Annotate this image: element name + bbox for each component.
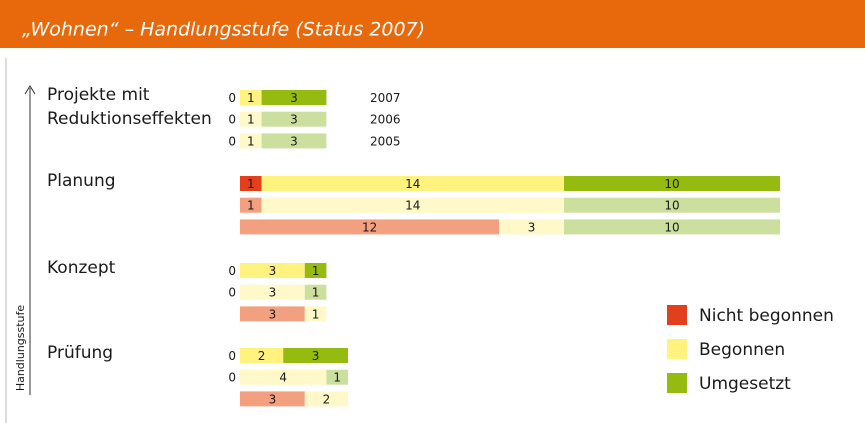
year-label: 2005 xyxy=(370,134,401,148)
value-label: 10 xyxy=(664,220,679,234)
group-label: Planung xyxy=(47,171,116,191)
value-label: 0 xyxy=(228,349,236,363)
y-axis-label: Handlungsstufe xyxy=(14,305,27,392)
value-label: 3 xyxy=(312,349,320,363)
value-label: 1 xyxy=(247,199,255,213)
bar-segment xyxy=(240,391,305,407)
group-label: Reduktionseffekten xyxy=(47,109,212,129)
bar-segment xyxy=(240,263,305,278)
value-label: 3 xyxy=(290,113,298,127)
bar-segment xyxy=(240,90,262,105)
value-label: 3 xyxy=(269,392,277,406)
value-label: 3 xyxy=(290,91,298,105)
chart-title: „Wohnen“ – Handlungsstufe (Status 2007) xyxy=(22,19,425,41)
bar-segment xyxy=(304,391,348,407)
value-label: 12 xyxy=(362,220,377,234)
bar-segment xyxy=(261,197,564,213)
legend-label: Begonnen xyxy=(699,340,785,360)
value-label: 0 xyxy=(228,371,236,385)
value-label: 0 xyxy=(228,113,236,127)
bar-segment xyxy=(240,197,262,213)
value-label: 3 xyxy=(528,220,536,234)
bar-segment xyxy=(499,219,564,235)
bar-segment xyxy=(240,284,305,300)
legend-swatch xyxy=(667,339,687,359)
value-label: 1 xyxy=(312,307,320,321)
bar-segment xyxy=(564,176,780,191)
bar-segment xyxy=(240,306,305,322)
value-label: 14 xyxy=(405,177,420,191)
bar-segment xyxy=(304,306,327,322)
bar-segment xyxy=(240,133,262,149)
value-label: 3 xyxy=(269,264,277,278)
value-label: 10 xyxy=(664,199,679,213)
group-label: Prüfung xyxy=(47,343,113,363)
value-label: 1 xyxy=(312,264,320,278)
legend-swatch xyxy=(667,373,687,393)
bar-segment xyxy=(304,284,327,300)
bar-segment xyxy=(564,219,780,235)
legend-label: Nicht begonnen xyxy=(699,306,834,326)
bar-segment xyxy=(240,219,500,235)
group-label: Projekte mit xyxy=(47,85,150,105)
bar-segment xyxy=(326,369,348,385)
value-label: 14 xyxy=(405,199,420,213)
value-label: 1 xyxy=(247,134,255,148)
bar-segment xyxy=(240,111,262,127)
legend-swatch xyxy=(667,305,687,325)
value-label: 1 xyxy=(247,113,255,127)
value-label: 2 xyxy=(323,392,331,406)
value-label: 4 xyxy=(279,371,287,385)
value-label: 1 xyxy=(333,371,341,385)
value-label: 1 xyxy=(312,286,320,300)
year-label: 2007 xyxy=(370,91,401,105)
bar-segment xyxy=(261,176,564,191)
value-label: 0 xyxy=(228,91,236,105)
value-label: 1 xyxy=(247,91,255,105)
bar-segment xyxy=(261,133,327,149)
value-label: 0 xyxy=(228,134,236,148)
legend-label: Umgesetzt xyxy=(699,374,791,394)
value-label: 10 xyxy=(664,177,679,191)
bar-segment xyxy=(240,348,284,363)
bar-segment xyxy=(304,263,327,278)
arrow-head xyxy=(24,85,36,95)
value-label: 0 xyxy=(228,286,236,300)
value-label: 3 xyxy=(290,134,298,148)
year-label: 2006 xyxy=(370,113,401,127)
value-label: 3 xyxy=(269,307,277,321)
value-label: 2 xyxy=(258,349,266,363)
bar-segment xyxy=(240,176,262,191)
bar-segment xyxy=(283,348,348,363)
title-bar xyxy=(0,0,865,48)
bar-segment xyxy=(564,197,780,213)
value-label: 1 xyxy=(247,177,255,191)
bar-segment xyxy=(261,111,327,127)
bar-segment xyxy=(261,90,327,105)
value-label: 3 xyxy=(269,286,277,300)
group-label: Konzept xyxy=(47,258,116,278)
bar-segment xyxy=(240,369,327,385)
value-label: 0 xyxy=(228,264,236,278)
